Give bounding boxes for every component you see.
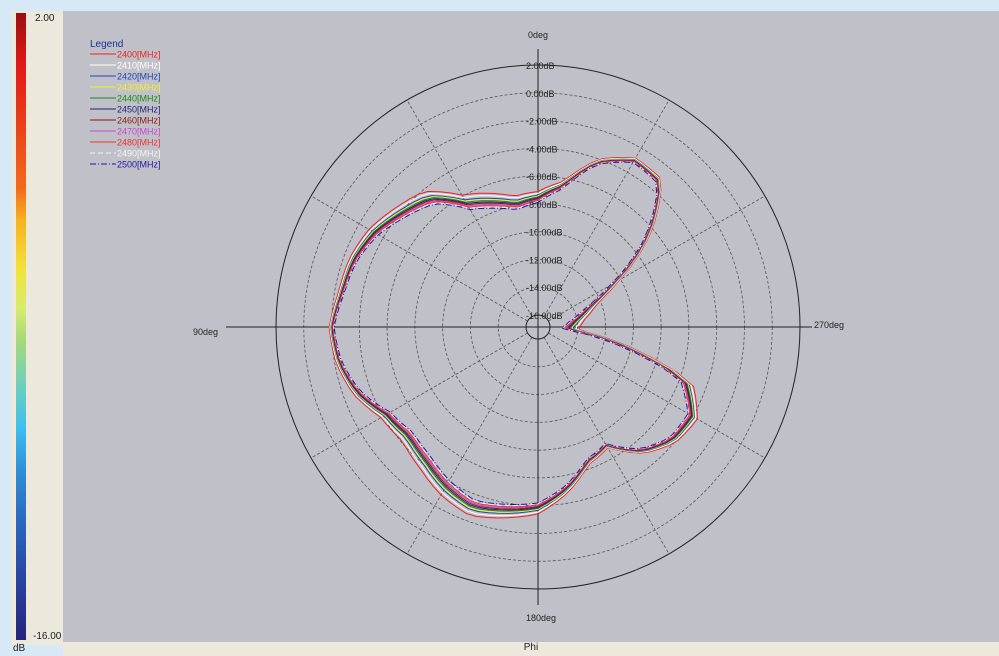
series-curve — [329, 157, 697, 517]
radial-tick-label: -12.00dB — [526, 255, 563, 265]
grid-spoke — [310, 195, 528, 322]
grid-spoke — [543, 99, 670, 317]
legend-entry: 2410[MHz] — [117, 61, 161, 71]
radial-tick-label: -10.00dB — [526, 228, 563, 238]
polar-chart: 2.00dB 0.00dB -2.00dB -4.00dB -6.00dB -8.00dB… — [90, 30, 844, 623]
plot-area: 2.00dB 0.00dB -2.00dB -4.00dB -6.00dB -8.00dB… — [63, 11, 999, 642]
legend-entry: 2460[MHz] — [117, 116, 161, 126]
colorbar-panel: 2.00 -16.00 dB — [11, 11, 63, 654]
grid-spoke — [548, 195, 766, 322]
angle-label: 180deg — [526, 613, 556, 623]
radial-tick-label: 2.00dB — [526, 61, 555, 71]
radial-tick-label: -14.00dB — [526, 283, 563, 293]
legend-entry: 2420[MHz] — [117, 72, 161, 82]
series-curve — [331, 159, 693, 511]
series-curve — [332, 160, 691, 508]
radial-tick-label: -16.00dB — [526, 311, 563, 321]
radial-tick-label: 0.00dB — [526, 89, 555, 99]
legend-entry: 2470[MHz] — [117, 127, 161, 137]
legend-entry: 2440[MHz] — [117, 94, 161, 104]
x-axis-label: Phi — [523, 642, 539, 653]
series-curve — [331, 159, 694, 512]
series-curve — [330, 158, 695, 513]
colorbar-max-label: 2.00 — [35, 13, 55, 24]
angle-label: 0deg — [528, 30, 548, 40]
legend-title: Legend — [90, 39, 123, 50]
series-curve — [331, 160, 692, 510]
legend-entry: 2430[MHz] — [117, 83, 161, 93]
bottom-strip: Phi — [63, 642, 999, 656]
legend-entry: 2480[MHz] — [117, 138, 161, 148]
colorbar-unit-label: dB — [13, 643, 26, 654]
series-curve — [328, 157, 698, 519]
angle-label: 270deg — [814, 320, 844, 330]
radial-tick-label: -6.00dB — [526, 172, 558, 182]
legend-entry: 2490[MHz] — [117, 149, 161, 159]
grid-spoke — [310, 332, 528, 459]
grid-spoke — [406, 99, 533, 317]
legend-entry: 2450[MHz] — [117, 105, 161, 115]
radial-tick-label: -8.00dB — [526, 200, 558, 210]
grid-spoke — [406, 337, 533, 555]
grid-spoke — [548, 332, 766, 459]
colorbar-gradient — [16, 13, 26, 640]
radial-tick-label: -2.00dB — [526, 117, 558, 127]
series-curve — [333, 161, 689, 505]
series-curve — [332, 160, 691, 509]
radial-tick-label: -4.00dB — [526, 144, 558, 154]
series-curve — [330, 158, 695, 514]
colorbar-min-label: -16.00 — [33, 631, 62, 642]
legend-entry: 2500[MHz] — [117, 160, 161, 170]
legend-entry: 2400[MHz] — [117, 50, 161, 60]
angle-label: 90deg — [193, 327, 218, 337]
